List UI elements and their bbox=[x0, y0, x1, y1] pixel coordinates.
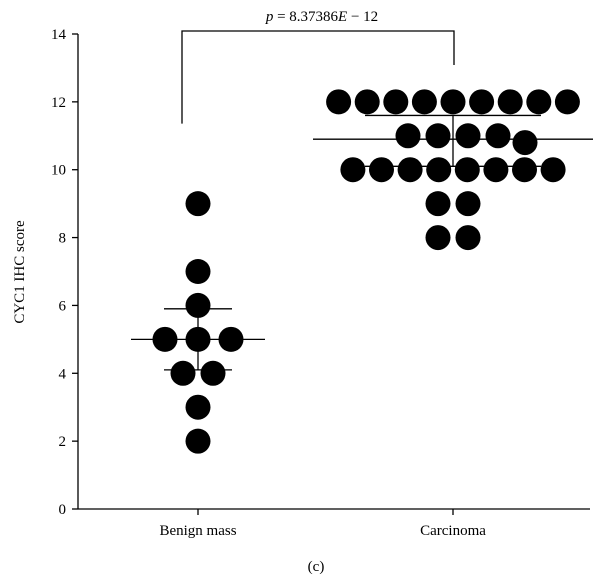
data-point bbox=[185, 259, 211, 284]
data-point bbox=[485, 123, 511, 149]
data-point bbox=[512, 130, 538, 156]
data-point bbox=[526, 89, 552, 115]
x-tick-label: Benign mass bbox=[159, 523, 236, 539]
data-point bbox=[540, 157, 566, 183]
bracket-line bbox=[181, 30, 455, 124]
data-point bbox=[354, 89, 380, 115]
data-point bbox=[512, 157, 537, 183]
data-point bbox=[185, 326, 211, 352]
p-value-part-1: = 8.37386 bbox=[273, 9, 338, 25]
data-points bbox=[152, 89, 580, 454]
data-point bbox=[455, 225, 481, 251]
y-tick-label: 2 bbox=[59, 434, 67, 450]
data-point bbox=[185, 292, 211, 318]
axes bbox=[77, 34, 590, 510]
data-point bbox=[497, 89, 523, 115]
data-point bbox=[369, 157, 394, 183]
data-point bbox=[200, 360, 226, 386]
data-point bbox=[426, 157, 452, 183]
data-point bbox=[185, 394, 211, 420]
p-value-exponent-letter: E bbox=[337, 9, 347, 25]
y-tick-label: 6 bbox=[59, 298, 67, 314]
data-point bbox=[411, 89, 437, 115]
p-value-label: p = 8.37386E − 12 bbox=[265, 9, 378, 25]
data-point bbox=[483, 157, 509, 183]
data-point bbox=[425, 225, 451, 251]
x-tick-label: Carcinoma bbox=[420, 523, 486, 539]
data-point bbox=[440, 89, 466, 115]
data-point bbox=[397, 157, 423, 183]
data-point bbox=[185, 191, 211, 217]
p-symbol: p bbox=[265, 9, 274, 25]
data-point bbox=[152, 326, 178, 352]
y-axis-title: CYC1 IHC score bbox=[12, 220, 28, 324]
figure-caption: (c) bbox=[308, 559, 325, 575]
data-point bbox=[454, 157, 480, 183]
data-point bbox=[455, 191, 481, 217]
data-point bbox=[218, 326, 244, 352]
data-point bbox=[425, 123, 451, 149]
y-tick-label: 10 bbox=[51, 163, 66, 179]
p-value-part-2: − 12 bbox=[347, 9, 378, 25]
data-point bbox=[554, 89, 580, 115]
y-tick-label: 8 bbox=[59, 231, 67, 247]
data-point bbox=[469, 89, 495, 115]
y-tick-label: 4 bbox=[59, 366, 67, 382]
data-point bbox=[383, 89, 409, 115]
data-point bbox=[326, 89, 352, 115]
data-point bbox=[395, 123, 421, 149]
y-tick-label: 12 bbox=[51, 95, 66, 111]
data-point bbox=[425, 191, 451, 217]
y-axis-ticks: 0 2 4 6 8 10 12 14 bbox=[51, 27, 78, 518]
data-point bbox=[340, 157, 366, 183]
y-tick-label: 14 bbox=[51, 27, 67, 43]
x-axis-labels: Benign mass Carcinoma bbox=[159, 509, 486, 539]
data-point bbox=[170, 360, 196, 386]
data-point bbox=[185, 428, 211, 454]
y-tick-label: 0 bbox=[59, 502, 67, 518]
significance-bracket: p = 8.37386E − 12 bbox=[181, 9, 455, 124]
data-point bbox=[455, 123, 481, 149]
